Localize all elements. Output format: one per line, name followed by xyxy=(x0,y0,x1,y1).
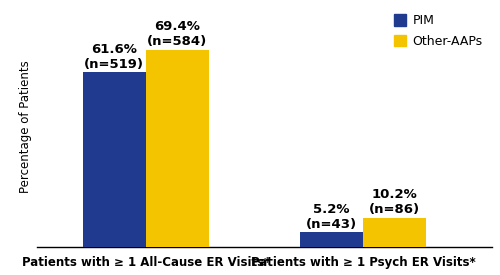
Legend: PIM, Other-AAPs: PIM, Other-AAPs xyxy=(392,12,486,50)
Text: 5.2%
(n=43): 5.2% (n=43) xyxy=(306,203,357,230)
Text: 61.6%
(n=519): 61.6% (n=519) xyxy=(84,43,144,70)
Bar xyxy=(82,72,146,247)
Bar xyxy=(363,218,426,247)
Bar xyxy=(146,50,209,247)
Text: 10.2%
(n=86): 10.2% (n=86) xyxy=(369,188,420,216)
Bar xyxy=(300,232,363,247)
Y-axis label: Percentage of Patients: Percentage of Patients xyxy=(18,60,32,192)
Text: 69.4%
(n=584): 69.4% (n=584) xyxy=(148,20,208,48)
